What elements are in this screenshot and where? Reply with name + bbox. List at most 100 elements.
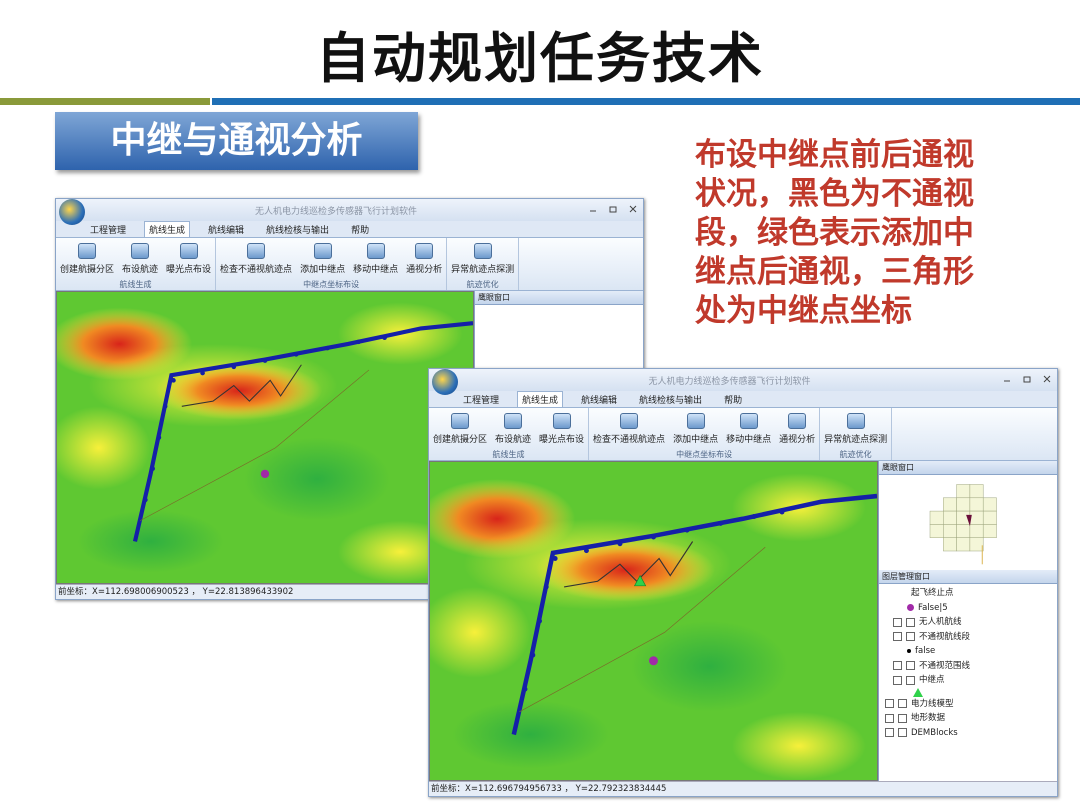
layer-item[interactable]: false xyxy=(883,644,1053,659)
maximize-button[interactable] xyxy=(1023,375,1031,386)
ribbon-button[interactable]: 移动中继点 xyxy=(722,408,775,449)
layer-item[interactable]: False|5 xyxy=(883,601,1053,616)
layer-checkbox xyxy=(906,661,915,671)
layer-item[interactable]: DEMBlocks xyxy=(883,726,1053,741)
app-title: 无人机电力线巡检多传感器飞行计划软件 xyxy=(648,376,811,387)
layer-item[interactable]: 地形数据 xyxy=(883,711,1053,726)
group-label: 航线生成 xyxy=(492,450,525,459)
layer-name: 起飞终止点 xyxy=(911,588,954,598)
layer-item[interactable]: 中继点 xyxy=(883,673,1053,688)
layer-name: False|5 xyxy=(918,602,948,613)
map-view[interactable] xyxy=(56,291,474,584)
ribbon-tab[interactable]: 航线生成 xyxy=(517,391,564,407)
ribbon-button[interactable]: 通视分析 xyxy=(775,408,819,449)
layer-item[interactable]: 电力线模型 xyxy=(883,697,1053,712)
divider-blue xyxy=(212,98,1080,105)
button-label: 创建航摄分区 xyxy=(433,434,488,445)
layer-item[interactable]: 起飞终止点 xyxy=(883,586,1053,601)
layer-symbol xyxy=(907,649,911,654)
ribbon-button[interactable]: 异常航迹点探测 xyxy=(447,238,518,279)
button-icon xyxy=(313,242,332,259)
ribbon-buttons: 异常航迹点探测 xyxy=(820,408,891,449)
ribbon-tab[interactable]: 航线编辑 xyxy=(581,396,618,406)
button-label: 异常航迹点探测 xyxy=(824,434,888,445)
side-panel: 鹰眼窗口图层管理窗口起飞终止点 False|5 无人机航线 不通视航线段 false 不通… xyxy=(878,461,1057,781)
button-label: 曝光点布设 xyxy=(539,434,585,445)
app-logo xyxy=(59,199,85,225)
expand-box xyxy=(893,661,902,671)
layer-name: false xyxy=(915,646,936,656)
layer-checkbox xyxy=(898,699,907,709)
button-label: 检查不通视航迹点 xyxy=(593,434,666,445)
maximize-button[interactable] xyxy=(609,205,617,216)
button-icon xyxy=(620,412,639,429)
ribbon-tab[interactable]: 帮助 xyxy=(724,396,743,406)
layer-name: 地形数据 xyxy=(911,713,946,723)
ribbon-button[interactable]: 检查不通视航迹点 xyxy=(589,408,669,449)
app-logo xyxy=(432,369,458,395)
button-icon xyxy=(739,412,758,429)
ribbon-group: 创建航摄分区 布设航迹 曝光点布设 航线生成 xyxy=(56,238,217,290)
ribbon-button[interactable]: 添加中继点 xyxy=(669,408,722,449)
panel-header: 图层管理窗口 xyxy=(879,570,1057,584)
panel-header: 鹰眼窗口 xyxy=(879,461,1057,475)
ribbon-button[interactable]: 通视分析 xyxy=(402,238,446,279)
layer-symbol xyxy=(907,604,914,612)
layer-checkbox xyxy=(906,617,915,627)
button-icon xyxy=(552,412,571,429)
ribbon-button[interactable]: 布设航迹 xyxy=(491,408,535,449)
ribbon-tab[interactable]: 帮助 xyxy=(351,226,370,236)
layer-name: 电力线模型 xyxy=(911,698,954,709)
ribbon-button[interactable]: 曝光点布设 xyxy=(162,238,215,279)
ribbon-tab[interactable]: 航线编辑 xyxy=(208,226,245,236)
layer-item[interactable]: 不通视范围线 xyxy=(883,659,1053,674)
group-label: 中继点坐标布设 xyxy=(676,450,733,459)
slide-title: 自动规划任务技术 xyxy=(316,27,764,90)
expand-box xyxy=(885,728,894,738)
button-icon xyxy=(788,412,807,429)
ribbon-button[interactable]: 移动中继点 xyxy=(349,238,402,279)
button-icon xyxy=(473,242,492,259)
close-button[interactable] xyxy=(629,205,637,216)
button-icon xyxy=(78,242,96,259)
section-label: 中继与通视分析 xyxy=(55,112,418,170)
ribbon-tabs: 工程管理 航线生成 航线编辑 航线检核与输出 帮助 xyxy=(56,221,643,237)
ribbon: 创建航摄分区 布设航迹 曝光点布设 航线生成 检查不通视航迹点 添加中继点 移动中继点 通视分… xyxy=(56,237,643,291)
ribbon-group: 异常航迹点探测 航迹优化 xyxy=(820,408,893,460)
title-bar: 无人机电力线巡检多传感器飞行计划软件 xyxy=(429,369,1057,395)
ribbon-button[interactable]: 检查不通视航迹点 xyxy=(216,238,296,279)
button-icon xyxy=(686,412,705,429)
ribbon-buttons: 检查不通视航迹点 添加中继点 移动中继点 通视分析 xyxy=(216,238,446,279)
status-bar: 前坐标：X=112.696794956733 ， Y=22.7923238344… xyxy=(429,781,1057,796)
button-label: 添加中继点 xyxy=(300,264,346,275)
map-view[interactable] xyxy=(429,461,878,781)
ribbon-tab[interactable]: 航线检核与输出 xyxy=(266,226,330,236)
minimize-button[interactable] xyxy=(589,205,597,216)
ribbon-tab[interactable]: 航线检核与输出 xyxy=(639,396,703,406)
group-label: 航迹优化 xyxy=(839,450,872,459)
layer-checkbox xyxy=(906,675,915,685)
ribbon-button[interactable]: 异常航迹点探测 xyxy=(820,408,891,449)
ribbon-button[interactable]: 创建航摄分区 xyxy=(429,408,491,449)
app-title: 无人机电力线巡检多传感器飞行计划软件 xyxy=(254,206,417,217)
layer-item[interactable]: 不通视航线段 xyxy=(883,630,1053,645)
ribbon-tab[interactable]: 航线生成 xyxy=(144,221,191,237)
layer-checkbox xyxy=(906,632,915,642)
group-label: 航迹优化 xyxy=(466,280,499,289)
button-label: 添加中继点 xyxy=(673,434,719,445)
ribbon-button[interactable]: 曝光点布设 xyxy=(535,408,588,449)
overview-map xyxy=(929,484,997,565)
ribbon-buttons: 创建航摄分区 布设航迹 曝光点布设 xyxy=(429,408,588,449)
app-window: 无人机电力线巡检多传感器飞行计划软件 工程管理 航线生成 航线编辑 航线检核与输出 帮助创… xyxy=(428,368,1058,797)
ribbon-tab[interactable]: 工程管理 xyxy=(463,396,500,406)
layer-item[interactable]: 无人机航线 xyxy=(883,615,1053,630)
button-icon xyxy=(415,242,434,259)
close-button[interactable] xyxy=(1043,375,1051,386)
button-label: 移动中继点 xyxy=(353,264,399,275)
ribbon-button[interactable]: 布设航迹 xyxy=(118,238,162,279)
ribbon-tab[interactable]: 工程管理 xyxy=(90,226,127,236)
minimize-button[interactable] xyxy=(1003,375,1011,386)
ribbon-button[interactable]: 添加中继点 xyxy=(296,238,349,279)
ribbon-button[interactable]: 创建航摄分区 xyxy=(56,238,118,279)
button-label: 通视分析 xyxy=(406,264,443,275)
